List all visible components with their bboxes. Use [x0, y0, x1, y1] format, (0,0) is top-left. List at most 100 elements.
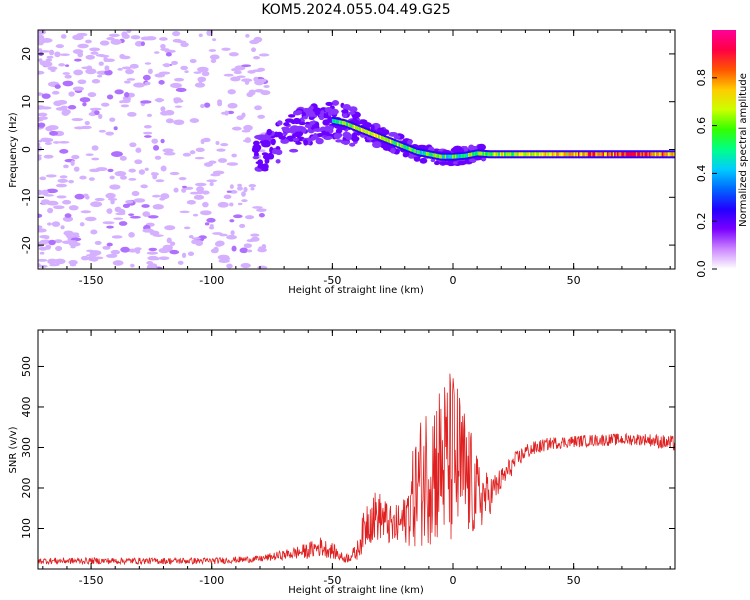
- trace-core: [553, 152, 556, 157]
- noise-speck: [146, 266, 158, 269]
- signal-blob: [351, 132, 358, 139]
- trace-core: [508, 152, 511, 157]
- noise-speck: [189, 118, 200, 123]
- noise-speck: [106, 225, 114, 229]
- signal-blob: [255, 161, 262, 165]
- noise-speck: [210, 173, 221, 177]
- signal-blob: [303, 107, 309, 112]
- noise-speck: [105, 192, 116, 199]
- noise-speck: [121, 66, 132, 70]
- trace-core: [664, 152, 667, 157]
- trace-core: [467, 153, 470, 158]
- trace-core: [344, 121, 347, 126]
- trace-core: [563, 152, 566, 157]
- trace-core: [473, 151, 476, 156]
- noise-speck: [47, 258, 58, 265]
- noise-speck: [223, 73, 234, 77]
- trace-core: [588, 152, 591, 157]
- trace-core: [541, 152, 544, 157]
- noise-speck: [160, 165, 167, 172]
- noise-speck: [212, 38, 217, 42]
- trace-core: [567, 152, 570, 157]
- noise-speck: [79, 175, 87, 180]
- noise-speck: [258, 149, 266, 153]
- noise-speck: [113, 217, 124, 220]
- trace-core: [369, 131, 372, 136]
- trace-core: [546, 152, 549, 157]
- trace-core: [466, 153, 469, 158]
- trace-core: [504, 152, 507, 157]
- noise-speck: [183, 226, 191, 230]
- trace-core: [492, 152, 495, 157]
- noise-speck: [38, 70, 45, 75]
- noise-speck: [45, 174, 57, 178]
- trace-core: [614, 152, 617, 157]
- trace-core: [472, 152, 475, 157]
- noise-speck: [153, 145, 160, 151]
- noise-speck: [44, 141, 52, 145]
- signal-blob: [457, 160, 467, 166]
- noise-speck: [237, 183, 243, 188]
- x-tick-label: 50: [567, 574, 581, 587]
- noise-speck: [106, 94, 114, 100]
- trace-core: [362, 128, 365, 133]
- noise-speck: [140, 100, 152, 104]
- trace-core: [378, 134, 381, 139]
- noise-speck: [73, 69, 84, 76]
- noise-speck: [102, 245, 111, 250]
- signal-blob: [302, 115, 308, 120]
- trace-core: [496, 152, 499, 157]
- noise-speck: [229, 190, 238, 194]
- noise-speck: [181, 252, 187, 259]
- noise-speck: [38, 31, 43, 35]
- trace-core: [559, 152, 562, 157]
- signal-blob: [277, 120, 283, 126]
- noise-speck: [71, 154, 80, 160]
- trace-core: [560, 152, 563, 157]
- trace-core: [418, 150, 421, 155]
- noise-speck: [252, 206, 263, 209]
- noise-speck: [104, 69, 113, 76]
- y-tick-label: 100: [20, 518, 33, 539]
- noise-speck: [254, 79, 265, 86]
- noise-speck: [151, 194, 161, 198]
- noise-speck: [109, 175, 115, 180]
- noise-speck: [89, 47, 101, 52]
- signal-blob: [280, 138, 290, 144]
- noise-speck: [246, 239, 256, 243]
- noise-speck: [80, 210, 92, 214]
- signal-blob: [284, 118, 294, 123]
- trace-core: [431, 152, 434, 157]
- trace-core: [475, 151, 478, 156]
- noise-speck: [76, 32, 88, 37]
- trace-core: [641, 152, 644, 157]
- noise-speck: [98, 61, 104, 66]
- trace-core: [444, 154, 447, 159]
- noise-speck: [250, 233, 260, 237]
- noise-speck: [169, 171, 180, 176]
- noise-speck: [55, 106, 68, 111]
- trace-core: [667, 152, 670, 157]
- trace-core: [592, 152, 595, 157]
- heatmap-ylabel: Frequency (Hz): [8, 112, 19, 188]
- trace-core: [363, 129, 366, 134]
- noise-speck: [193, 71, 202, 74]
- signal-blob: [292, 137, 300, 142]
- trace-core: [501, 152, 504, 157]
- noise-speck: [62, 216, 74, 222]
- noise-speck: [38, 258, 48, 262]
- trace-core: [436, 153, 439, 158]
- noise-speck: [173, 119, 185, 126]
- noise-speck: [46, 55, 54, 59]
- noise-speck: [130, 35, 141, 40]
- trace-core: [353, 125, 356, 130]
- signal-blob: [288, 114, 296, 118]
- noise-speck: [140, 41, 146, 47]
- noise-speck: [106, 209, 112, 213]
- trace-core: [395, 141, 398, 146]
- noise-speck: [42, 137, 54, 143]
- trace-core: [457, 154, 460, 159]
- y-tick-label: 0: [20, 146, 33, 153]
- trace-core: [573, 152, 576, 157]
